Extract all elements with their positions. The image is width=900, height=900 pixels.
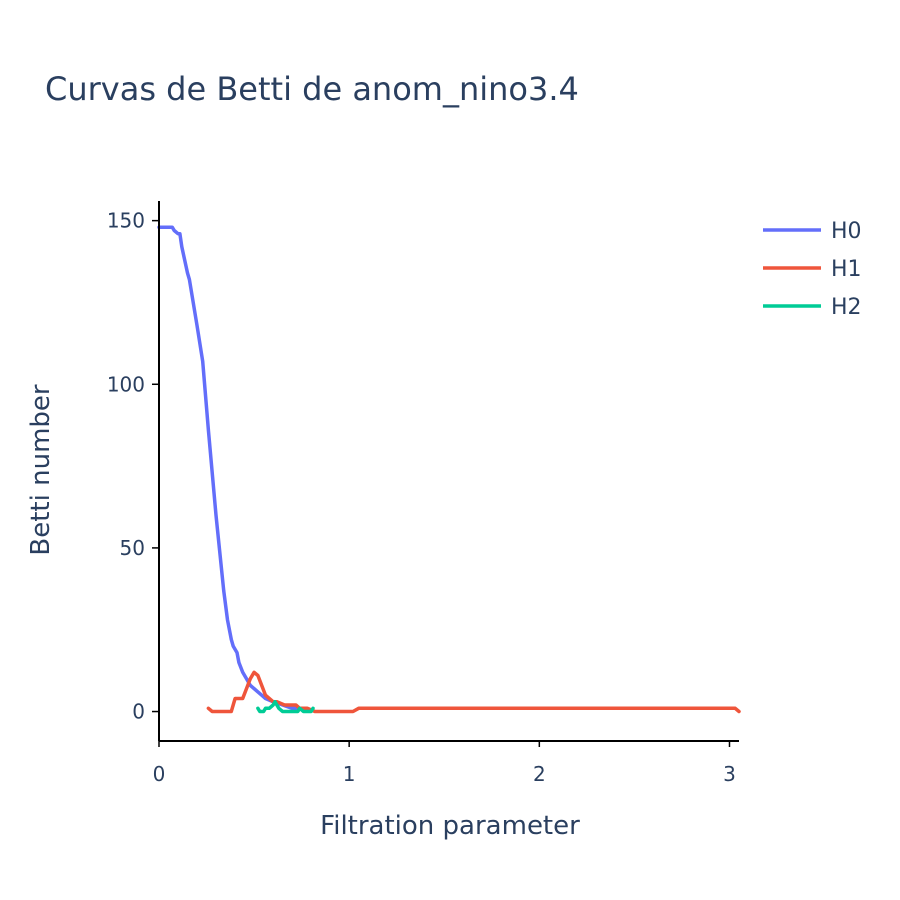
x-axis-ticks: 0 1 2 3 <box>153 741 736 786</box>
x-axis-title: Filtration parameter <box>320 811 580 841</box>
y-tick-label: 100 <box>107 372 145 396</box>
y-axis-ticks: 0 50 100 150 <box>107 209 159 724</box>
plot-area: 0 1 2 3 0 50 100 150 <box>107 201 741 786</box>
legend: H0 H1 H2 <box>763 219 862 320</box>
y-tick-label: 50 <box>120 536 145 560</box>
series-line-h0 <box>157 225 304 711</box>
x-tick-label: 0 <box>153 762 166 786</box>
x-tick-label: 1 <box>343 762 356 786</box>
legend-label-h2: H2 <box>831 295 862 320</box>
y-axis-title: Betti number <box>26 384 56 555</box>
series-line-h2 <box>256 699 315 714</box>
x-tick-label: 2 <box>533 762 546 786</box>
legend-label-h1: H1 <box>831 257 862 282</box>
y-tick-label: 0 <box>132 700 145 724</box>
series-layer <box>157 225 741 714</box>
chart-title: Curvas de Betti de anom_nino3.4 <box>45 70 579 108</box>
y-tick-label: 150 <box>107 209 145 233</box>
x-tick-label: 3 <box>723 762 736 786</box>
series-line-h1 <box>206 670 741 714</box>
legend-label-h0: H0 <box>831 219 862 244</box>
